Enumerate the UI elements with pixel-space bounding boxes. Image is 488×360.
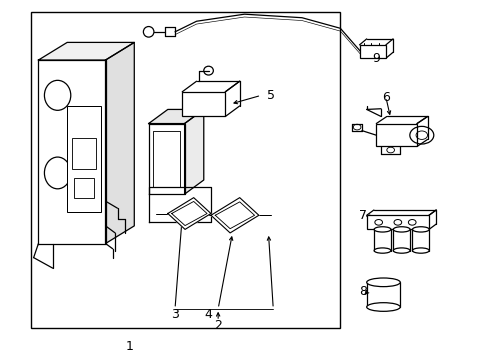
Ellipse shape bbox=[411, 227, 428, 232]
Ellipse shape bbox=[373, 227, 390, 232]
Polygon shape bbox=[39, 60, 105, 243]
Ellipse shape bbox=[373, 248, 390, 253]
Polygon shape bbox=[148, 123, 184, 194]
Polygon shape bbox=[148, 109, 203, 123]
Ellipse shape bbox=[366, 303, 399, 311]
Bar bbox=[376, 123, 416, 147]
Polygon shape bbox=[171, 202, 206, 226]
Text: 1: 1 bbox=[125, 340, 133, 353]
Text: 3: 3 bbox=[171, 307, 179, 320]
Bar bbox=[67, 106, 101, 212]
Polygon shape bbox=[215, 202, 254, 229]
Text: 5: 5 bbox=[266, 89, 274, 102]
Text: 7: 7 bbox=[359, 209, 366, 222]
Bar bbox=[366, 215, 428, 229]
Ellipse shape bbox=[366, 278, 399, 287]
Bar bbox=[182, 92, 225, 117]
Bar bbox=[31, 12, 340, 328]
Polygon shape bbox=[105, 42, 134, 243]
Polygon shape bbox=[148, 187, 210, 222]
Ellipse shape bbox=[392, 227, 409, 232]
Text: 2: 2 bbox=[214, 319, 222, 332]
Bar bbox=[359, 45, 385, 58]
Polygon shape bbox=[184, 109, 203, 194]
Ellipse shape bbox=[411, 248, 428, 253]
Text: 4: 4 bbox=[204, 307, 212, 320]
Text: 9: 9 bbox=[371, 52, 380, 65]
Polygon shape bbox=[167, 198, 210, 229]
Bar bbox=[72, 138, 96, 170]
Text: 8: 8 bbox=[359, 285, 366, 298]
Polygon shape bbox=[39, 42, 134, 60]
Ellipse shape bbox=[392, 248, 409, 253]
Text: 6: 6 bbox=[381, 91, 389, 104]
Polygon shape bbox=[210, 198, 258, 233]
Bar bbox=[74, 178, 93, 198]
